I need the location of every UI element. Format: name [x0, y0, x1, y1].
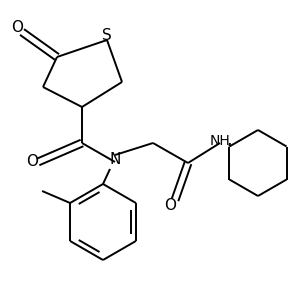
Text: N: N: [109, 153, 121, 168]
Text: O: O: [11, 20, 23, 35]
Text: O: O: [26, 154, 38, 170]
Text: NH: NH: [209, 134, 230, 148]
Text: O: O: [164, 198, 176, 213]
Text: S: S: [102, 27, 112, 43]
